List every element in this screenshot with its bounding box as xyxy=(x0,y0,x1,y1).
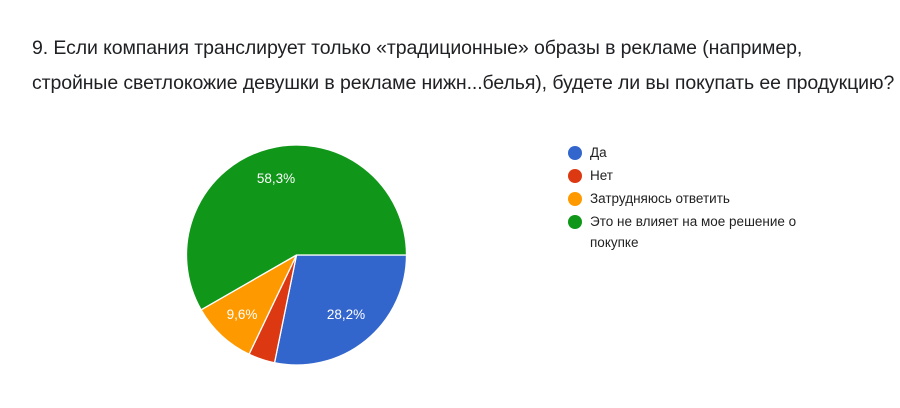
legend-label: Нет xyxy=(590,168,613,183)
slice-label-zatrudnyayus: 9,6% xyxy=(227,307,258,322)
legend-item-da[interactable]: Да xyxy=(566,142,826,163)
legend-label: Это не влияет на мое решение о покупке xyxy=(590,214,797,250)
slice-da[interactable] xyxy=(273,254,408,366)
legend-dot-icon xyxy=(568,146,582,160)
question-title-line-1: 9. Если компания транслирует только «тра… xyxy=(32,37,803,59)
pie-slices xyxy=(185,144,408,366)
legend-item-net[interactable]: Нет xyxy=(566,165,826,186)
legend-dot-icon xyxy=(568,192,582,206)
question-title: 9. Если компания транслирует только «тра… xyxy=(32,31,895,101)
legend-dot-icon xyxy=(568,215,582,229)
legend-label: Да xyxy=(590,145,607,160)
chart-legend: Да Нет Затрудняюсь ответить Это не влияе… xyxy=(566,142,826,255)
legend-item-zatrudnyayus[interactable]: Затрудняюсь ответить xyxy=(566,188,826,209)
slice-label-ne-vliyaet: 58,3% xyxy=(257,171,295,186)
question-title-line-2: стройные светлокожие девушки в рекламе н… xyxy=(32,72,895,94)
legend-dot-icon xyxy=(568,169,582,183)
slice-ne-vliyaet[interactable] xyxy=(185,144,408,311)
legend-label: Затрудняюсь ответить xyxy=(590,191,730,206)
legend-item-ne-vliyaet[interactable]: Это не влияет на мое решение о покупке xyxy=(566,211,826,253)
slice-label-da: 28,2% xyxy=(327,307,365,322)
